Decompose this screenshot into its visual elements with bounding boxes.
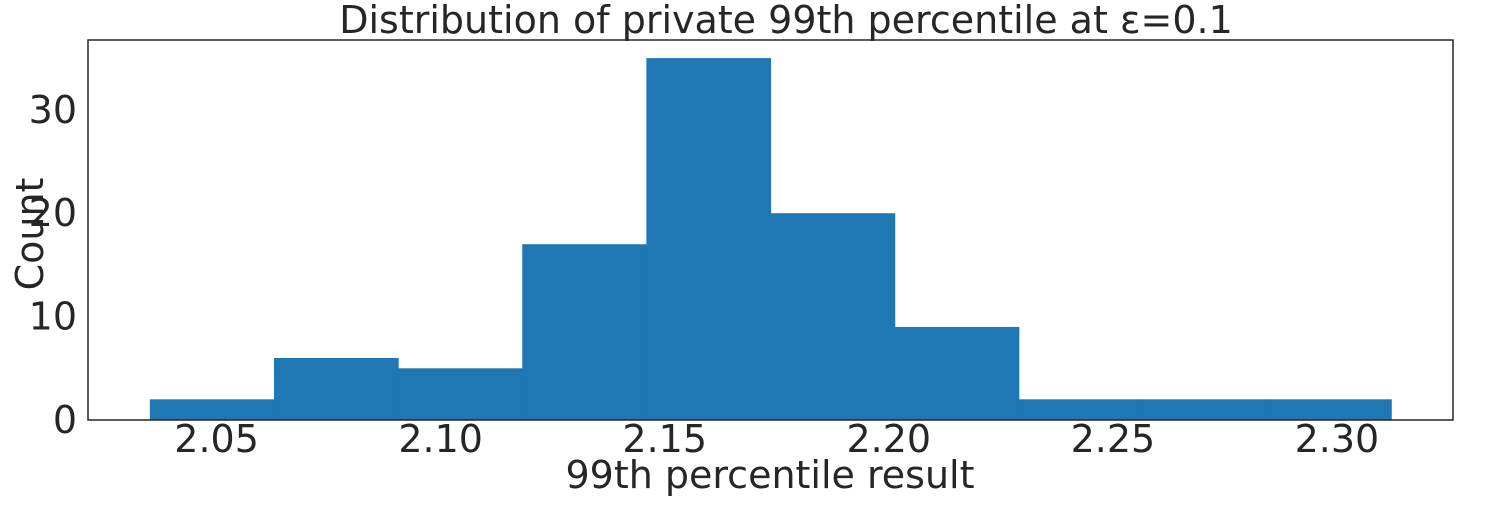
x-tick-label-2: 2.10: [398, 417, 483, 461]
x-tick-label-6: 2.30: [1295, 417, 1380, 461]
histogram-bar-8: [1018, 399, 1144, 420]
y-tick-label-4: 30: [29, 88, 77, 132]
histogram-bar-10: [1267, 399, 1392, 420]
histogram-bar-7: [894, 326, 1020, 420]
plot-frame: [87, 39, 1454, 421]
y-tick-label-2: 10: [29, 295, 77, 339]
x-tick-label-1: 2.05: [174, 417, 259, 461]
histogram-bar-3: [398, 368, 523, 420]
histogram-bar-6: [770, 213, 896, 420]
y-tick-label-1: 0: [53, 398, 77, 442]
histogram-bar-4: [522, 244, 647, 420]
histogram-bar-1: [149, 399, 275, 420]
histogram-bar-9: [1142, 399, 1268, 420]
x-tick-label-3: 2.15: [622, 417, 707, 461]
y-axis-ticks: 0 10 20 30: [29, 88, 77, 442]
x-tick-label-5: 2.25: [1071, 417, 1156, 461]
x-axis-ticks: 2.05 2.10 2.15 2.20 2.25 2.30: [174, 417, 1379, 461]
y-axis-label: Count: [8, 178, 52, 291]
y-tick-label-3: 20: [29, 191, 77, 235]
x-tick-label-4: 2.20: [847, 417, 932, 461]
histogram-bar-5: [646, 58, 772, 420]
x-axis-label: 99th percentile result: [565, 453, 974, 497]
histogram-bar-2: [273, 357, 399, 420]
bars-layer: [149, 58, 1392, 420]
chart-title: Distribution of private 99th percentile …: [339, 0, 1233, 42]
